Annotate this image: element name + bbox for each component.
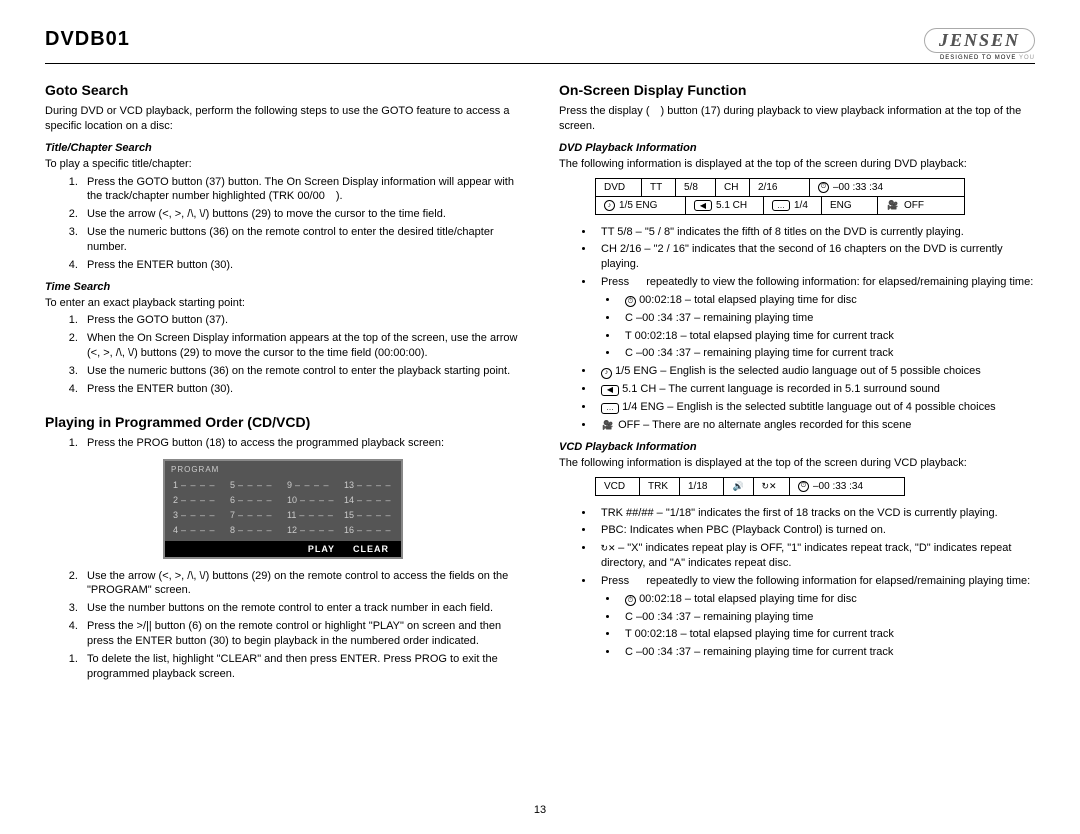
vcd-info-heading: VCD Playback Information [559, 441, 1035, 453]
repeat-icon: ↻✕ [762, 481, 776, 492]
program-buttons: PLAY CLEAR [165, 541, 401, 557]
dvd-bullets-bot: ♪ 1/5 ENG – English is the selected audi… [559, 364, 1035, 432]
vcd-info-lead: The following information is displayed a… [559, 456, 1035, 471]
logo-area: JENSEN DESIGNED TO MOVE YOU [924, 28, 1035, 61]
program-grid: 1 – – – – 5 – – – – 9 – – – – 13 – – – –… [171, 478, 395, 541]
audio-icon: ♪ [604, 200, 615, 211]
dvd-time-sub: ⏱ 00:02:18 – total elapsed playing time … [559, 293, 1035, 361]
speaker-icon: 🔊 [732, 481, 745, 492]
goto-heading: Goto Search [45, 82, 521, 98]
page-header: DVDB01 JENSEN DESIGNED TO MOVE YOU [45, 28, 1035, 64]
time-search-heading: Time Search [45, 281, 521, 293]
title-chapter-lead: To play a specific title/chapter: [45, 157, 521, 172]
left-column: Goto Search During DVD or VCD playback, … [45, 82, 521, 684]
vcd-info-table: VCD TRK 1/18 🔊 ↻✕ ⏱–00 :33 :34 [595, 477, 905, 496]
page-number: 13 [534, 804, 546, 816]
model-number: DVDB01 [45, 28, 130, 51]
title-chapter-steps: Press the GOTO button (37) button. The O… [45, 175, 521, 273]
dvd-info-lead: The following information is displayed a… [559, 157, 1035, 172]
brand-logo: JENSEN [924, 28, 1035, 53]
vcd-bullets-top: TRK ##/## – "1/18" indicates the first o… [559, 506, 1035, 589]
right-column: On-Screen Display Function Press the dis… [559, 82, 1035, 684]
brand-tagline: DESIGNED TO MOVE YOU [924, 55, 1035, 61]
clock-icon: ⏱ [625, 296, 636, 307]
title-chapter-heading: Title/Chapter Search [45, 142, 521, 154]
angle-icon: 🎥 [601, 419, 615, 430]
clock-icon: ⏱ [798, 481, 809, 492]
goto-intro: During DVD or VCD playback, perform the … [45, 104, 521, 134]
angle-icon: 🎥 [886, 200, 900, 211]
audio-icon: ♪ [601, 368, 612, 379]
dvd-info-heading: DVD Playback Information [559, 142, 1035, 154]
program-clear: CLEAR [353, 544, 389, 554]
channel-icon: ◀ [694, 200, 712, 211]
subtitle-icon: … [601, 403, 619, 414]
time-search-steps: Press the GOTO button (37). When the On … [45, 313, 521, 396]
channel-icon: ◀ [601, 385, 619, 396]
time-search-lead: To enter an exact playback starting poin… [45, 296, 521, 311]
program-play: PLAY [308, 544, 335, 554]
repeat-icon: ↻✕ [601, 543, 615, 554]
osd-intro: Press the display ( ) button (17) during… [559, 104, 1035, 134]
osd-heading: On-Screen Display Function [559, 82, 1035, 98]
dvd-bullets-top: TT 5/8 – "5 / 8" indicates the fifth of … [559, 225, 1035, 290]
program-screen: PROGRAM 1 – – – – 5 – – – – 9 – – – – 13… [163, 459, 403, 559]
clock-icon: ⏱ [818, 182, 829, 193]
content-columns: Goto Search During DVD or VCD playback, … [45, 82, 1035, 684]
prog-steps-after: Use the arrow (<, >, /\, \/) buttons (29… [45, 569, 521, 682]
subtitle-icon: … [772, 200, 790, 211]
prog-steps-top: Press the PROG button (18) to access the… [45, 436, 521, 451]
clock-icon: ⏱ [625, 595, 636, 606]
prog-heading: Playing in Programmed Order (CD/VCD) [45, 414, 521, 430]
dvd-info-table: DVD TT 5/8 CH 2/16 ⏱–00 :33 :34 ♪1/5 ENG… [595, 178, 965, 215]
program-title: PROGRAM [171, 465, 395, 474]
vcd-time-sub: ⏱ 00:02:18 – total elapsed playing time … [559, 592, 1035, 660]
